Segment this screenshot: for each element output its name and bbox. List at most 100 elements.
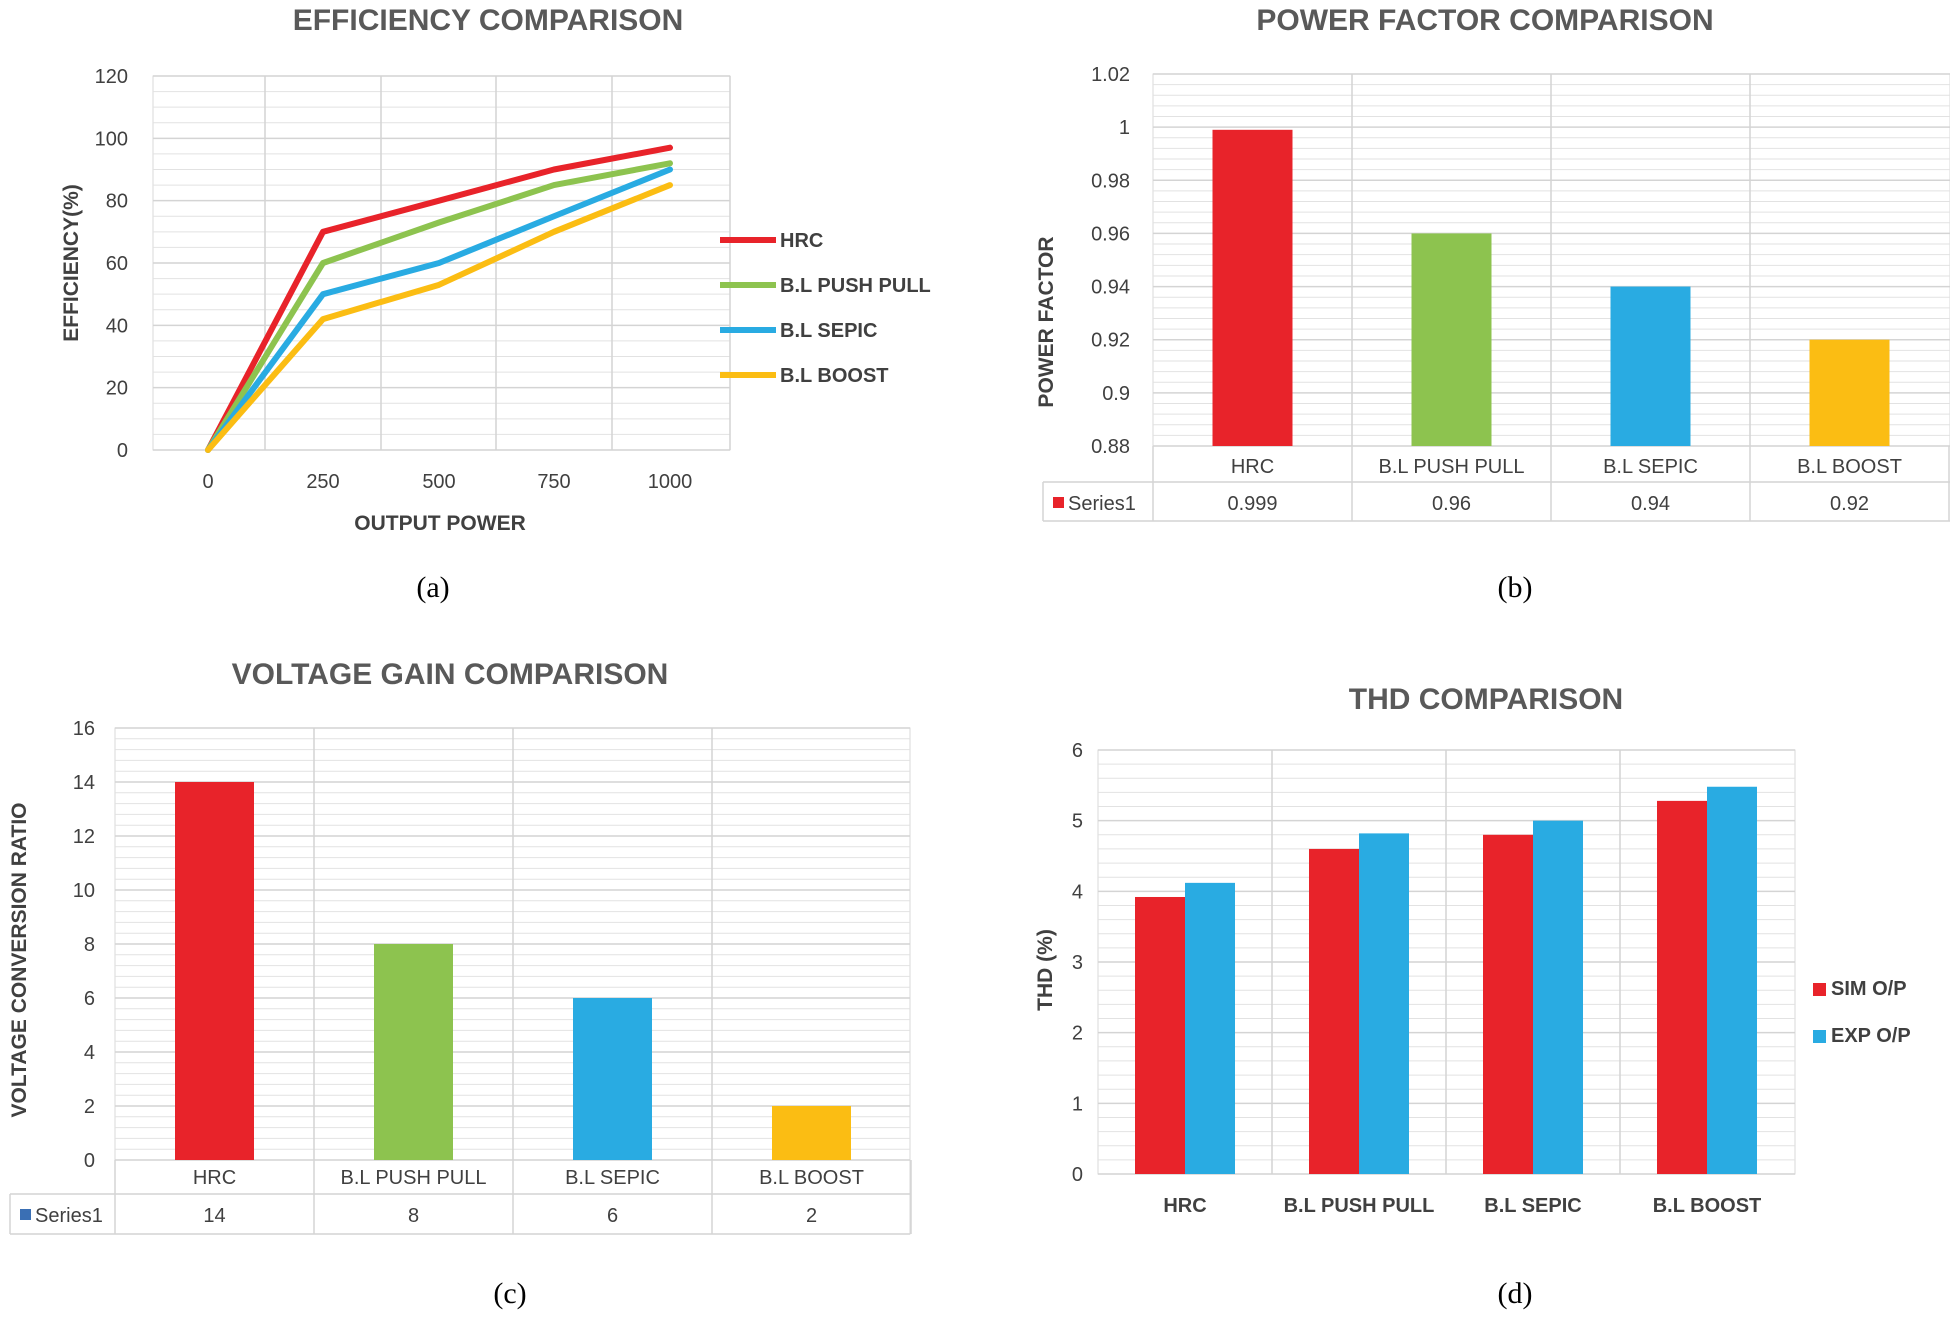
series-legend-key [20, 1209, 31, 1220]
bar-b-l-push-pull [374, 944, 453, 1160]
caption: (d) [1498, 1277, 1533, 1310]
value-cell: 14 [203, 1205, 225, 1227]
value-cell: 8 [408, 1205, 419, 1227]
series-lines [205, 144, 673, 453]
legend-label: SIM O/P [1831, 978, 1907, 1000]
category-label: B.L BOOST [1797, 456, 1902, 478]
y-tick-label: 0 [84, 1150, 95, 1172]
y-tick-label: 0.98 [1091, 170, 1130, 192]
bar-b-l-push-pull [1411, 233, 1492, 446]
y-tick-label: 40 [106, 315, 128, 337]
y-axis-label: EFFICIENCY(%) [60, 184, 83, 342]
y-axis-label: VOLTAGE CONVERSION RATIO [8, 802, 31, 1117]
bars [1135, 786, 1757, 1174]
x-tick-label: B.L SEPIC [1484, 1195, 1581, 1217]
y-tick-labels: 0 2 4 6 8 10 12 14 16 [73, 718, 95, 1172]
y-tick-label: 60 [106, 253, 128, 275]
power-factor-chart: 0.88 0.9 0.92 0.94 0.96 0.98 1 1.02 HRC 0.999 B.L… [1035, 4, 1950, 604]
y-tick-label: 120 [95, 66, 128, 88]
bar-exp-o-p-hrc [1185, 882, 1235, 1174]
value-cell: 0.92 [1830, 493, 1869, 515]
minor-gridlines [153, 91, 730, 435]
y-tick-label: 4 [1072, 881, 1083, 903]
x-tick-label: B.L PUSH PULL [1284, 1195, 1435, 1217]
legend-label: B.L PUSH PULL [780, 275, 931, 297]
value-cell: 0.94 [1631, 493, 1670, 515]
legend-swatch [1813, 983, 1826, 996]
caption: (a) [416, 571, 449, 604]
y-tick-label: 8 [84, 934, 95, 956]
bar-sim-o-p-b-l-boost [1657, 800, 1707, 1174]
y-tick-label: 3 [1072, 952, 1083, 974]
series-label: Series1 [1068, 493, 1136, 515]
series-line-b-l-push-pull [205, 160, 673, 453]
y-tick-label: 1 [1072, 1093, 1083, 1115]
bar-exp-o-p-b-l-boost [1707, 786, 1757, 1174]
y-tick-labels: 0 1 2 3 4 5 6 [1072, 740, 1083, 1186]
legend-label: B.L BOOST [780, 365, 889, 387]
y-tick-label: 6 [1072, 740, 1083, 762]
y-tick-label: 16 [73, 718, 95, 740]
y-tick-label: 0.9 [1102, 383, 1130, 405]
bar-sim-o-p-b-l-push-pull [1309, 848, 1359, 1174]
category-label: B.L BOOST [759, 1167, 864, 1189]
y-tick-label: 0.96 [1091, 223, 1130, 245]
y-tick-label: 0.92 [1091, 330, 1130, 352]
value-cell: 6 [607, 1205, 618, 1227]
bar-b-l-sepic [1610, 286, 1691, 446]
y-tick-label: 0.94 [1091, 277, 1130, 299]
y-tick-label: 2 [1072, 1023, 1083, 1045]
value-cell: 2 [806, 1205, 817, 1227]
bars [1212, 129, 1890, 447]
y-tick-label: 14 [73, 772, 95, 794]
legend-label: B.L SEPIC [780, 320, 877, 342]
category-label: B.L SEPIC [565, 1167, 660, 1189]
x-tick-labels: 0 250 500 750 1000 [202, 471, 692, 493]
y-tick-label: 6 [84, 988, 95, 1010]
series-label: Series1 [35, 1205, 103, 1227]
y-tick-label: 20 [106, 378, 128, 400]
y-tick-label: 0.88 [1091, 436, 1130, 458]
x-tick-label: 500 [422, 471, 455, 493]
x-tick-labels: HRC B.L PUSH PULL B.L SEPIC B.L BOOST [1163, 1195, 1761, 1217]
x-tick-label: 0 [202, 471, 213, 493]
legend: SIM O/P EXP O/P [1813, 978, 1911, 1047]
chart-title: VOLTAGE GAIN COMPARISON [232, 658, 669, 691]
legend-label: HRC [780, 230, 823, 252]
y-tick-label: 0 [117, 440, 128, 462]
legend-swatch [1813, 1030, 1826, 1043]
x-tick-label: 1000 [648, 471, 693, 493]
bar-b-l-boost [772, 1106, 851, 1160]
chart-title: EFFICIENCY COMPARISON [293, 4, 684, 37]
category-label: B.L PUSH PULL [1379, 456, 1525, 478]
bar-sim-o-p-b-l-sepic [1483, 834, 1533, 1174]
legend: HRC B.L PUSH PULL B.L SEPIC B.L BOOST [720, 230, 931, 387]
y-tick-label: 0 [1072, 1164, 1083, 1186]
y-tick-labels: 0.88 0.9 0.92 0.94 0.96 0.98 1 1.02 [1091, 64, 1130, 458]
value-cell: 0.96 [1432, 493, 1471, 515]
chart-title: THD COMPARISON [1349, 683, 1623, 716]
y-axis-label: THD (%) [1034, 929, 1057, 1011]
y-axis-label: POWER FACTOR [1035, 236, 1058, 407]
voltage-gain-chart: 0 2 4 6 8 10 12 14 16 HRC 14 B.L PUSH PULL 8 B.L SEP… [8, 658, 912, 1310]
bar-b-l-boost [1809, 339, 1890, 446]
data-table: HRC 0.999 B.L PUSH PULL 0.96 B.L SEPIC 0.94 B.… [1042, 446, 1950, 522]
bar-exp-o-p-b-l-push-pull [1359, 833, 1409, 1174]
caption: (c) [493, 1277, 526, 1310]
series-line-hrc [205, 144, 673, 453]
y-tick-label: 10 [73, 880, 95, 902]
y-tick-label: 100 [95, 128, 128, 150]
x-tick-label: HRC [1163, 1195, 1206, 1217]
series-legend-key [1053, 497, 1064, 508]
y-tick-label: 1.02 [1091, 64, 1130, 86]
bar-hrc [1212, 129, 1293, 447]
series-line-b-l-sepic [205, 166, 673, 453]
legend-label: EXP O/P [1831, 1025, 1911, 1047]
data-table: HRC 14 B.L PUSH PULL 8 B.L SEPIC 6 B.L BOOST 2 S… [9, 1160, 912, 1235]
x-tick-label: 750 [537, 471, 570, 493]
y-tick-labels: 0 20 40 60 80 100 120 [95, 66, 128, 462]
y-tick-label: 4 [84, 1042, 95, 1064]
bar-sim-o-p-hrc [1135, 896, 1185, 1174]
chart-title: POWER FACTOR COMPARISON [1256, 4, 1713, 37]
x-axis-label: OUTPUT POWER [354, 512, 526, 535]
